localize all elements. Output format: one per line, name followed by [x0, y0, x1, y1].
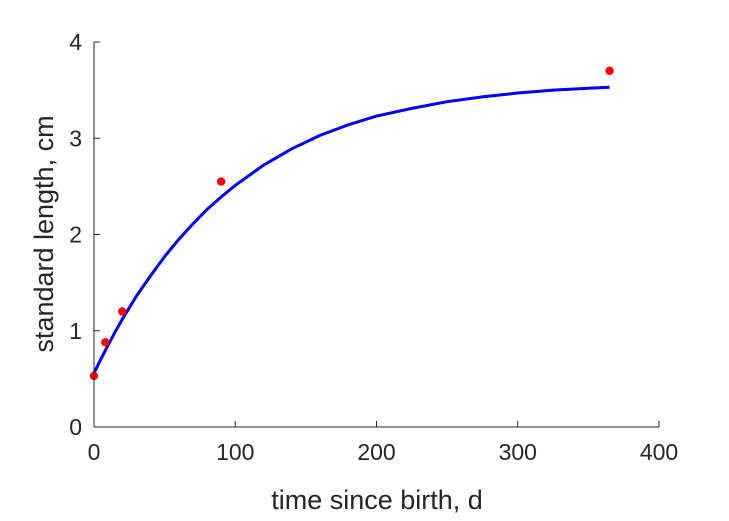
data-point: [605, 66, 614, 76]
x-tick-label: 0: [88, 439, 101, 465]
fit-curve: [92, 85, 610, 374]
x-ticks: 0 100 200 300 400: [88, 421, 678, 465]
plot-area: [89, 66, 614, 381]
y-ticks: 0 1 2 3 4: [69, 29, 100, 440]
data-point: [216, 177, 226, 186]
y-axis-label: standard length, cm: [29, 115, 59, 352]
y-tick-label: 0: [69, 414, 82, 440]
x-tick-label: 200: [357, 439, 395, 465]
x-tick-label: 100: [216, 439, 254, 465]
data-point: [101, 338, 110, 347]
y-tick-label: 1: [69, 318, 82, 344]
axes: 0 100 200 300 400 0 1 2 3 4: [69, 29, 678, 465]
data-point: [118, 307, 127, 316]
y-tick-label: 3: [69, 125, 82, 151]
y-tick-label: 2: [69, 222, 82, 248]
y-tick-label: 4: [69, 29, 82, 55]
x-tick-label: 400: [640, 439, 678, 465]
x-tick-label: 300: [499, 439, 537, 465]
x-axis-label: time since birth, d: [271, 485, 483, 515]
data-points: [89, 66, 614, 381]
